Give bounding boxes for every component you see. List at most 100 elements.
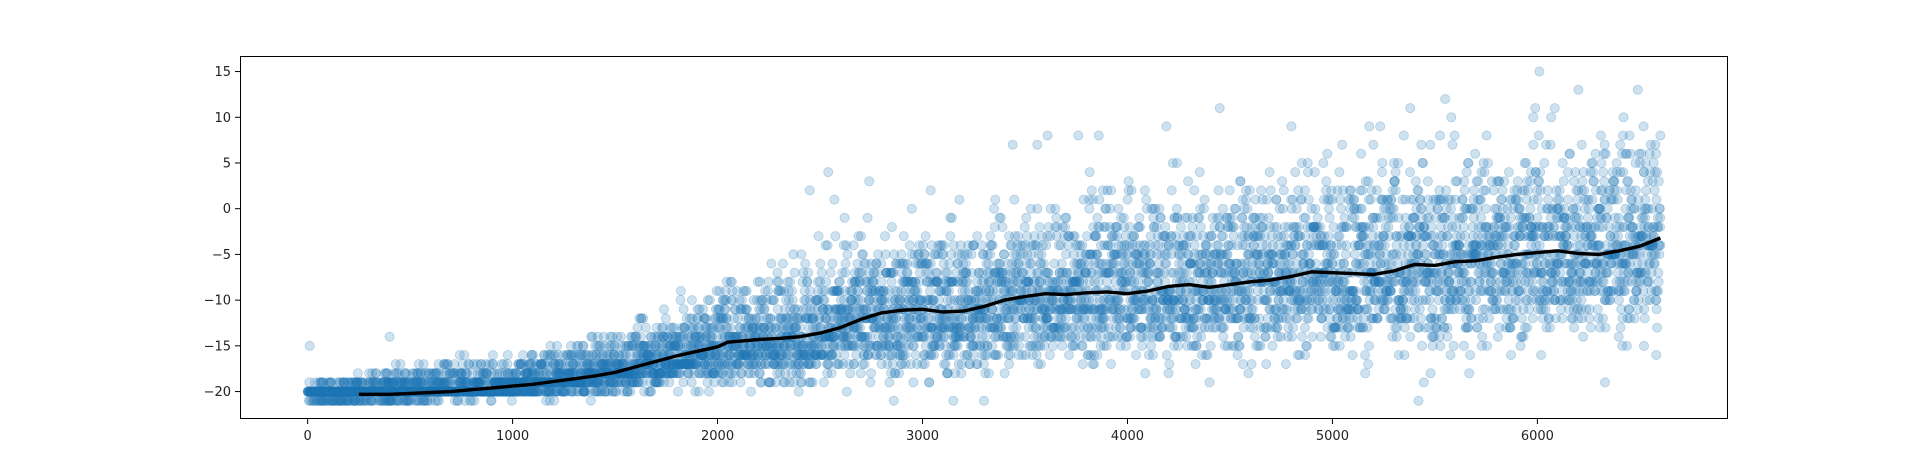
scatter-point bbox=[342, 395, 353, 406]
scatter-point bbox=[323, 386, 334, 397]
scatter-point bbox=[345, 386, 356, 397]
scatter-point bbox=[326, 395, 337, 406]
scatter-point bbox=[822, 240, 833, 251]
scatter-point bbox=[1321, 176, 1332, 187]
scatter-point bbox=[315, 377, 326, 388]
scatter-point bbox=[321, 395, 332, 406]
scatter-point bbox=[307, 386, 318, 397]
scatter-point bbox=[585, 395, 596, 406]
scatter-point bbox=[316, 386, 327, 397]
scatter-point bbox=[1161, 258, 1172, 269]
scatter-point bbox=[815, 258, 826, 269]
scatter-point bbox=[332, 386, 343, 397]
scatter-point bbox=[324, 377, 335, 388]
scatter-point bbox=[849, 359, 860, 370]
scatter-point bbox=[1140, 368, 1151, 379]
scatter-point bbox=[996, 322, 1007, 333]
scatter-point bbox=[1244, 185, 1255, 196]
scatter-point bbox=[348, 377, 359, 388]
scatter-point bbox=[327, 386, 338, 397]
scatter-point bbox=[1020, 331, 1031, 342]
scatter-point bbox=[1202, 240, 1213, 251]
scatter-point bbox=[1171, 304, 1182, 315]
scatter-point bbox=[853, 285, 864, 296]
scatter-point bbox=[333, 386, 344, 397]
scatter-point bbox=[308, 386, 319, 397]
scatter-point bbox=[948, 349, 959, 360]
scatter-point bbox=[316, 395, 327, 406]
scatter-point bbox=[1031, 349, 1042, 360]
scatter-point bbox=[318, 395, 329, 406]
scatter-point bbox=[946, 212, 957, 223]
scatter-point bbox=[313, 377, 324, 388]
scatter-point bbox=[344, 386, 355, 397]
scatter-point bbox=[337, 386, 348, 397]
scatter-point bbox=[310, 386, 321, 397]
scatter-point bbox=[675, 285, 686, 296]
scatter-point bbox=[320, 386, 331, 397]
scatter-point bbox=[1293, 221, 1304, 232]
scatter-point bbox=[316, 377, 327, 388]
scatter-point bbox=[727, 377, 738, 388]
scatter-point bbox=[908, 377, 919, 388]
scatter-point bbox=[343, 386, 354, 397]
scatter-point bbox=[987, 240, 998, 251]
scatter-point bbox=[355, 377, 366, 388]
scatter-point bbox=[313, 395, 324, 406]
scatter-point bbox=[902, 258, 913, 269]
scatter-point bbox=[1218, 231, 1229, 242]
scatter-point bbox=[1143, 276, 1154, 287]
scatter-point bbox=[1246, 359, 1257, 370]
scatter-point bbox=[347, 377, 358, 388]
scatter-point bbox=[338, 377, 349, 388]
scatter-point bbox=[355, 395, 366, 406]
scatter-point bbox=[1255, 340, 1266, 351]
scatter-point bbox=[303, 386, 314, 397]
scatter-point bbox=[1279, 231, 1290, 242]
scatter-point bbox=[352, 377, 363, 388]
scatter-point bbox=[321, 386, 332, 397]
scatter-point bbox=[1242, 203, 1253, 214]
scatter-point bbox=[785, 276, 796, 287]
scatter-point bbox=[339, 386, 350, 397]
scatter-point bbox=[307, 386, 318, 397]
scatter-point bbox=[304, 377, 315, 388]
scatter-point bbox=[1181, 331, 1192, 342]
scatter-point bbox=[845, 368, 856, 379]
scatter-point bbox=[1202, 349, 1213, 360]
scatter-point bbox=[326, 386, 337, 397]
scatter-point bbox=[1084, 167, 1095, 178]
scatter-point bbox=[978, 359, 989, 370]
scatter-point bbox=[945, 231, 956, 242]
scatter-point bbox=[326, 377, 337, 388]
scatter-point bbox=[1315, 331, 1326, 342]
scatter-point bbox=[1291, 203, 1302, 214]
scatter-point bbox=[1189, 240, 1200, 251]
scatter-point bbox=[1129, 313, 1140, 324]
scatter-point bbox=[1302, 157, 1313, 168]
scatter-point bbox=[985, 231, 996, 242]
scatter-point bbox=[305, 386, 316, 397]
scatter-point bbox=[345, 386, 356, 397]
scatter-point bbox=[1091, 231, 1102, 242]
scatter-point bbox=[1249, 240, 1260, 251]
scatter-point bbox=[1277, 203, 1288, 214]
scatter-point bbox=[331, 386, 342, 397]
scatter-point bbox=[999, 249, 1010, 260]
scatter-point bbox=[1310, 203, 1321, 214]
scatter-point bbox=[327, 395, 338, 406]
scatter-point bbox=[328, 386, 339, 397]
scatter-point bbox=[364, 395, 375, 406]
scatter-point bbox=[351, 386, 362, 397]
scatter-point bbox=[693, 386, 704, 397]
scatter-point bbox=[349, 386, 360, 397]
scatter-point bbox=[323, 386, 334, 397]
scatter-point bbox=[939, 331, 950, 342]
scatter-point bbox=[894, 368, 905, 379]
scatter-point bbox=[321, 386, 332, 397]
scatter-point bbox=[304, 386, 315, 397]
scatter-point bbox=[347, 386, 358, 397]
scatter-point bbox=[327, 386, 338, 397]
scatter-point bbox=[322, 386, 333, 397]
scatter-point bbox=[364, 368, 375, 379]
